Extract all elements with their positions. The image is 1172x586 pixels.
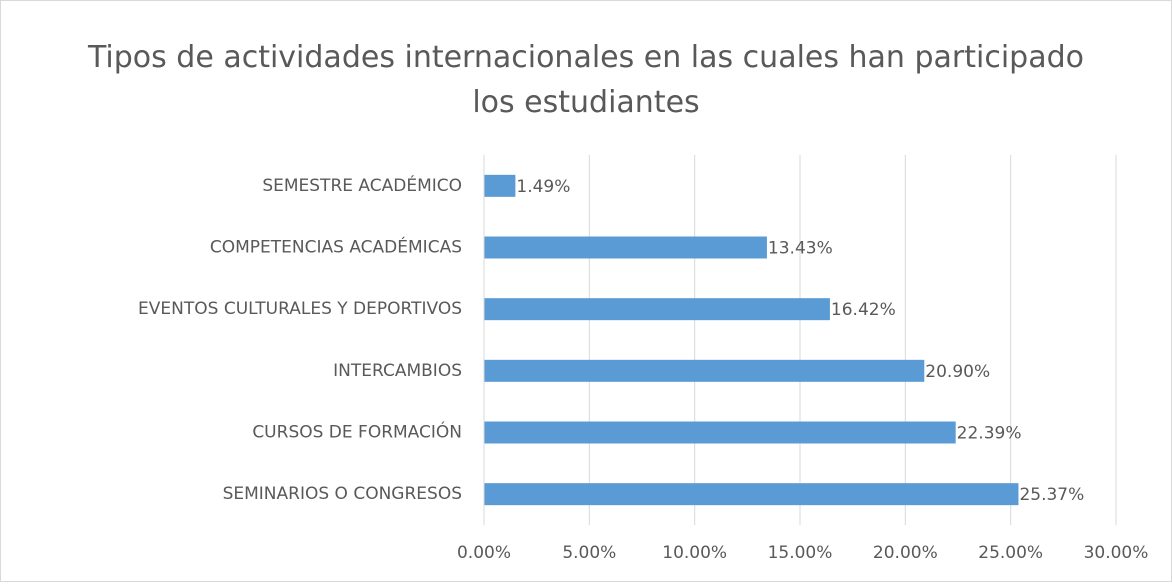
x-tick-label: 0.00% [457,543,511,563]
x-tick-label: 30.00% [1084,543,1149,563]
chart-title: Tipos de actividades internacionales en … [87,40,1084,120]
category-label: CURSOS DE FORMACIÓN [252,421,462,443]
value-label: 22.39% [957,424,1022,444]
value-label: 13.43% [768,239,833,259]
x-tick-label: 25.00% [978,543,1043,563]
x-tick-label: 15.00% [768,543,833,563]
bar [484,298,830,321]
bar [484,174,516,197]
bar [484,483,1019,506]
x-tick-label: 5.00% [562,543,616,563]
bar [484,359,925,382]
x-tick-label: 10.00% [662,543,727,563]
value-label: 25.37% [1019,485,1084,505]
bar [484,236,767,259]
category-label: SEMESTRE ACADÉMICO [262,174,462,196]
category-label: SEMINARIOS O CONGRESOS [223,484,462,504]
category-label: EVENTOS CULTURALES Y DEPORTIVOS [138,299,462,319]
value-label: 20.90% [925,362,990,382]
value-label: 1.49% [516,177,570,197]
bar [484,421,956,444]
x-tick-label: 20.00% [873,543,938,563]
category-label: INTERCAMBIOS [333,361,462,381]
value-label: 16.42% [831,300,896,320]
category-label: COMPETENCIAS ACADÉMICAS [210,236,462,258]
